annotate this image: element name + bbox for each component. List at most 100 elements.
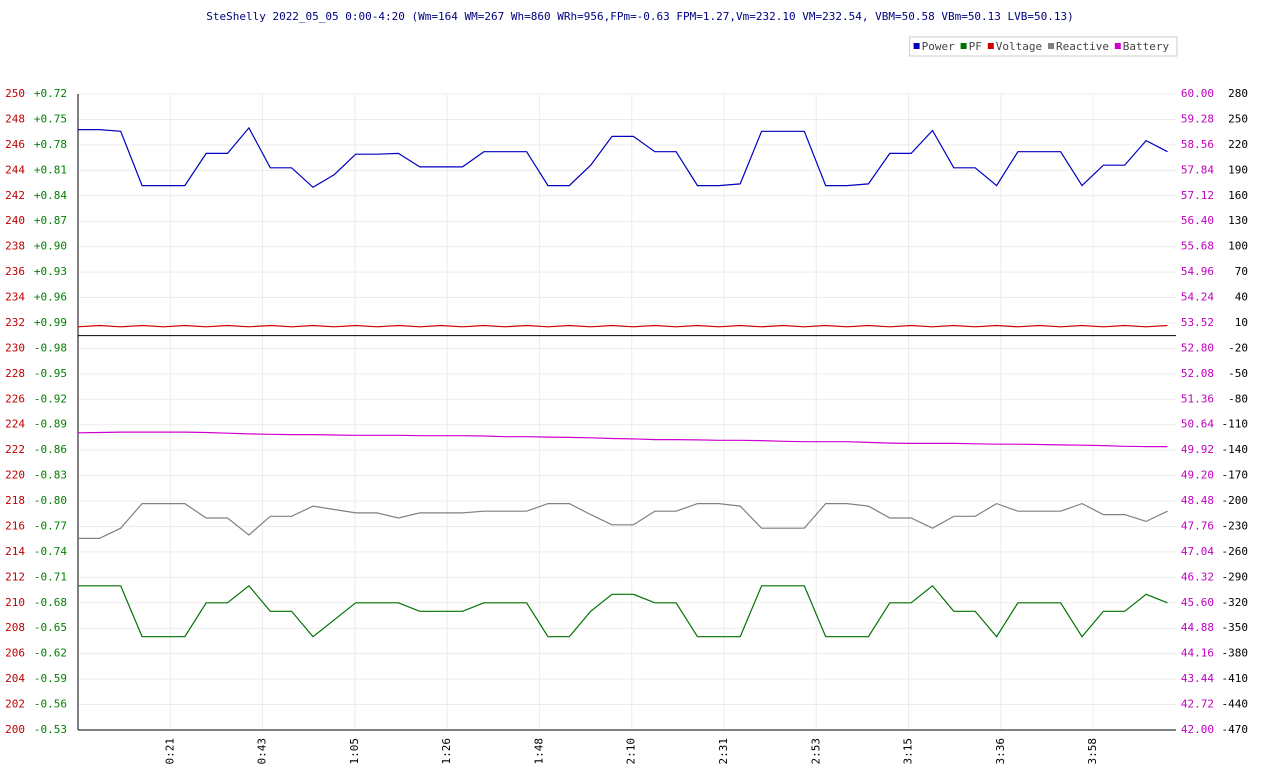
battery-tick-label: 52.80 — [1181, 341, 1214, 354]
pf-tick-label: +0.96 — [34, 291, 67, 304]
power-tick-label: 280 — [1228, 87, 1248, 100]
pf-tick-label: +0.78 — [34, 138, 67, 151]
battery-tick-label: 47.76 — [1181, 519, 1214, 532]
voltage-tick-label: 200 — [5, 723, 25, 736]
voltage-tick-label: 214 — [5, 545, 25, 558]
voltage-tick-label: 206 — [5, 647, 25, 660]
voltage-tick-label: 236 — [5, 265, 25, 278]
battery-tick-label: 45.60 — [1181, 596, 1214, 609]
power-tick-label: 10 — [1235, 316, 1248, 329]
voltage-tick-label: 226 — [5, 392, 25, 405]
battery-tick-label: 52.08 — [1181, 367, 1214, 380]
battery-tick-label: 46.32 — [1181, 570, 1214, 583]
pf-tick-label: -0.95 — [34, 367, 67, 380]
legend-label: Power — [922, 40, 955, 53]
battery-tick-label: 60.00 — [1181, 87, 1214, 100]
pf-tick-label: +0.84 — [34, 189, 67, 202]
x-tick-label: 1:48 — [532, 738, 545, 765]
battery-tick-label: 55.68 — [1181, 240, 1214, 253]
x-tick-label: 1:05 — [348, 738, 361, 765]
battery-tick-label: 42.00 — [1181, 723, 1214, 736]
voltage-tick-label: 220 — [5, 469, 25, 482]
battery-tick-label: 54.96 — [1181, 265, 1214, 278]
pf-tick-label: +0.87 — [34, 214, 67, 227]
voltage-tick-label: 222 — [5, 443, 25, 456]
pf-tick-label: +0.93 — [34, 265, 67, 278]
battery-tick-label: 48.48 — [1181, 494, 1214, 507]
power-tick-label: 250 — [1228, 112, 1248, 125]
voltage-tick-label: 250 — [5, 87, 25, 100]
battery-tick-label: 49.20 — [1181, 469, 1214, 482]
power-tick-label: -50 — [1228, 367, 1248, 380]
voltage-tick-label: 242 — [5, 189, 25, 202]
x-tick-label: 3:36 — [994, 738, 1007, 765]
pf-tick-label: -0.71 — [34, 570, 67, 583]
legend-label: Voltage — [996, 40, 1042, 53]
voltage-tick-label: 232 — [5, 316, 25, 329]
battery-tick-label: 59.28 — [1181, 112, 1214, 125]
pf-tick-label: -0.53 — [34, 723, 67, 736]
x-tick-label: 0:21 — [163, 738, 176, 765]
x-tick-label: 2:31 — [717, 738, 730, 765]
pf-tick-label: +0.75 — [34, 112, 67, 125]
pf-tick-label: -0.80 — [34, 494, 67, 507]
voltage-tick-label: 224 — [5, 418, 25, 431]
voltage-tick-label: 202 — [5, 698, 25, 711]
x-tick-label: 3:15 — [902, 738, 915, 765]
pf-tick-label: -0.56 — [34, 698, 67, 711]
pf-tick-label: -0.83 — [34, 469, 67, 482]
x-tick-label: 2:10 — [625, 738, 638, 765]
pf-tick-label: -0.92 — [34, 392, 67, 405]
pf-tick-label: -0.89 — [34, 418, 67, 431]
voltage-tick-label: 240 — [5, 214, 25, 227]
voltage-tick-label: 228 — [5, 367, 25, 380]
battery-tick-label: 43.44 — [1181, 672, 1214, 685]
legend-swatch — [987, 43, 994, 49]
x-tick-label: 3:58 — [1086, 738, 1099, 765]
voltage-tick-label: 218 — [5, 494, 25, 507]
x-tick-label: 0:43 — [256, 738, 269, 765]
battery-tick-label: 58.56 — [1181, 138, 1214, 151]
pf-tick-label: -0.62 — [34, 647, 67, 660]
pf-tick-label: +0.72 — [34, 87, 67, 100]
battery-tick-label: 42.72 — [1181, 698, 1214, 711]
power-tick-label: -80 — [1228, 392, 1248, 405]
power-tick-label: -20 — [1228, 341, 1248, 354]
voltage-tick-label: 208 — [5, 621, 25, 634]
pf-tick-label: -0.68 — [34, 596, 67, 609]
voltage-tick-label: 246 — [5, 138, 25, 151]
pf-tick-label: -0.74 — [34, 545, 67, 558]
battery-tick-label: 56.40 — [1181, 214, 1214, 227]
pf-tick-label: -0.65 — [34, 621, 67, 634]
battery-tick-label: 44.16 — [1181, 647, 1214, 660]
power-tick-label: 70 — [1235, 265, 1248, 278]
power-tick-label: -440 — [1222, 698, 1249, 711]
legend-swatch — [1114, 43, 1121, 49]
voltage-tick-label: 248 — [5, 112, 25, 125]
series-line — [77, 324, 1168, 328]
power-tick-label: -230 — [1222, 519, 1249, 532]
legend-label: PF — [969, 40, 982, 53]
pf-tick-label: +0.81 — [34, 163, 67, 176]
series-line — [78, 584, 1168, 638]
power-tick-label: -320 — [1222, 596, 1249, 609]
legend-box — [909, 36, 1178, 57]
battery-tick-label: 44.88 — [1181, 621, 1214, 634]
battery-tick-label: 54.24 — [1181, 291, 1214, 304]
voltage-tick-label: 230 — [5, 341, 25, 354]
power-tick-label: -290 — [1222, 570, 1249, 583]
battery-tick-label: 50.64 — [1181, 418, 1214, 431]
x-tick-label: 1:26 — [440, 738, 453, 765]
pf-tick-label: -0.98 — [34, 341, 67, 354]
power-tick-label: -470 — [1222, 723, 1249, 736]
chart-title: SteShelly 2022_05_05 0:00-4:20 (Wm=164 W… — [206, 10, 1074, 23]
power-tick-label: -260 — [1222, 545, 1249, 558]
power-tick-label: -200 — [1222, 494, 1249, 507]
legend-label: Reactive — [1056, 40, 1109, 53]
voltage-tick-label: 204 — [5, 672, 25, 685]
pf-tick-label: -0.77 — [34, 519, 67, 532]
legend-label: Battery — [1123, 40, 1170, 53]
pf-tick-label: -0.86 — [34, 443, 67, 456]
